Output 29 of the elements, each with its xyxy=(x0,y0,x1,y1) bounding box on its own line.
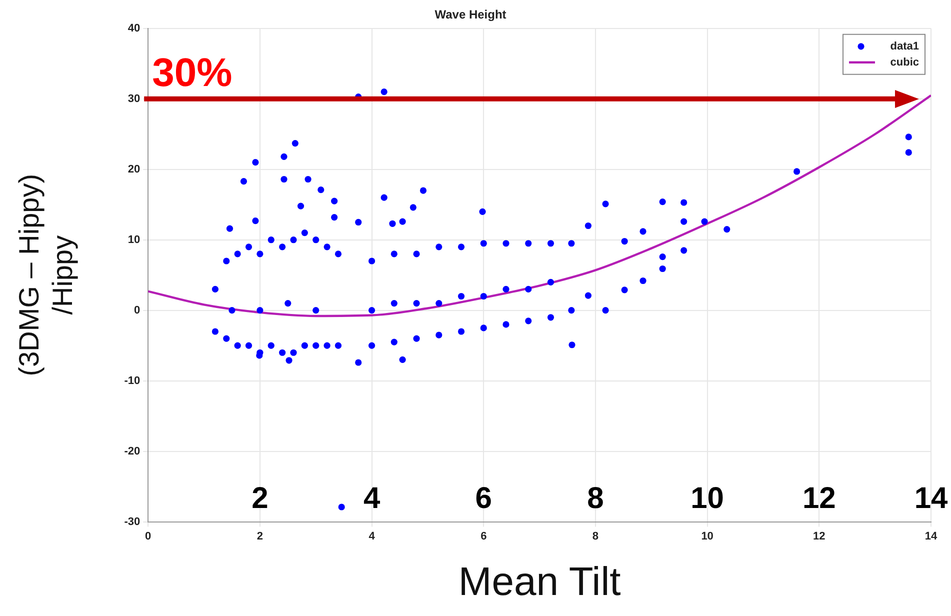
x2-tick-label: 6 xyxy=(475,482,492,516)
y-tick-label: 20 xyxy=(128,163,140,176)
y-tick-label: 40 xyxy=(128,22,140,34)
y-tick-label: 0 xyxy=(134,304,140,316)
x2-tick-label: 4 xyxy=(363,482,380,516)
x-tick-label: 8 xyxy=(592,530,599,542)
x-tick-label: 2 xyxy=(256,530,264,542)
ref-line-label: 30% xyxy=(152,50,232,95)
y-tick-label: 30 xyxy=(128,92,140,105)
x-tick-label: 0 xyxy=(145,530,152,542)
x2-tick-label: 2 xyxy=(252,482,268,516)
y-axis-title: (3DMG – Hippy) /Hippy xyxy=(14,174,78,376)
chart-title: Wave Height xyxy=(434,8,506,22)
x-tick-label: 10 xyxy=(701,530,714,542)
x2-tick-label: 14 xyxy=(914,482,948,516)
legend-label: cubic xyxy=(890,56,919,68)
x-tick-label: 14 xyxy=(924,530,938,542)
x-tick-label: 12 xyxy=(813,530,826,542)
y-tick-label: -10 xyxy=(124,374,140,387)
y-tick-label: 10 xyxy=(128,234,140,246)
x-tick-label: 6 xyxy=(480,530,487,542)
y-tick-label: -30 xyxy=(124,516,140,528)
x2-tick-label: 8 xyxy=(587,482,604,516)
x-axis-title: Mean Tilt xyxy=(458,560,621,604)
y-tick-label: -20 xyxy=(124,445,140,458)
x2-tick-label: 12 xyxy=(802,482,836,516)
x2-tick-label: 10 xyxy=(690,482,724,516)
legend-label: data1 xyxy=(890,40,919,52)
x-tick-label: 4 xyxy=(368,530,376,542)
